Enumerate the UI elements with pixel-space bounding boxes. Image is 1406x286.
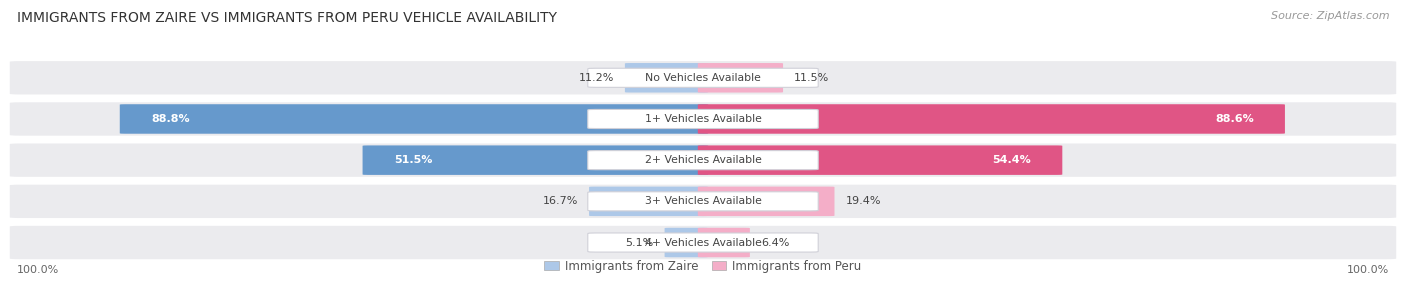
- Text: 100.0%: 100.0%: [17, 265, 59, 275]
- FancyBboxPatch shape: [697, 186, 835, 216]
- Text: 51.5%: 51.5%: [394, 155, 432, 165]
- Text: 3+ Vehicles Available: 3+ Vehicles Available: [644, 196, 762, 206]
- FancyBboxPatch shape: [10, 226, 1396, 259]
- FancyBboxPatch shape: [10, 102, 1396, 136]
- Text: 4+ Vehicles Available: 4+ Vehicles Available: [644, 238, 762, 247]
- FancyBboxPatch shape: [589, 186, 709, 216]
- FancyBboxPatch shape: [697, 63, 783, 93]
- Text: 1+ Vehicles Available: 1+ Vehicles Available: [644, 114, 762, 124]
- Text: No Vehicles Available: No Vehicles Available: [645, 73, 761, 83]
- FancyBboxPatch shape: [10, 144, 1396, 177]
- FancyBboxPatch shape: [120, 104, 709, 134]
- Text: 88.6%: 88.6%: [1215, 114, 1254, 124]
- Text: 5.1%: 5.1%: [626, 238, 654, 247]
- FancyBboxPatch shape: [624, 63, 709, 93]
- Text: Source: ZipAtlas.com: Source: ZipAtlas.com: [1271, 11, 1389, 21]
- FancyBboxPatch shape: [665, 228, 709, 257]
- FancyBboxPatch shape: [10, 185, 1396, 218]
- FancyBboxPatch shape: [588, 110, 818, 128]
- FancyBboxPatch shape: [588, 68, 818, 87]
- FancyBboxPatch shape: [588, 192, 818, 211]
- Legend: Immigrants from Zaire, Immigrants from Peru: Immigrants from Zaire, Immigrants from P…: [540, 255, 866, 277]
- Text: 19.4%: 19.4%: [845, 196, 882, 206]
- FancyBboxPatch shape: [697, 145, 1063, 175]
- Text: 16.7%: 16.7%: [543, 196, 578, 206]
- FancyBboxPatch shape: [363, 145, 709, 175]
- Text: 11.2%: 11.2%: [578, 73, 614, 83]
- Text: 6.4%: 6.4%: [761, 238, 789, 247]
- FancyBboxPatch shape: [588, 151, 818, 170]
- FancyBboxPatch shape: [697, 228, 749, 257]
- Text: 2+ Vehicles Available: 2+ Vehicles Available: [644, 155, 762, 165]
- FancyBboxPatch shape: [10, 61, 1396, 94]
- Text: 88.8%: 88.8%: [150, 114, 190, 124]
- FancyBboxPatch shape: [588, 233, 818, 252]
- FancyBboxPatch shape: [697, 104, 1285, 134]
- Text: 100.0%: 100.0%: [1347, 265, 1389, 275]
- Text: IMMIGRANTS FROM ZAIRE VS IMMIGRANTS FROM PERU VEHICLE AVAILABILITY: IMMIGRANTS FROM ZAIRE VS IMMIGRANTS FROM…: [17, 11, 557, 25]
- Text: 11.5%: 11.5%: [794, 73, 830, 83]
- Text: 54.4%: 54.4%: [993, 155, 1031, 165]
